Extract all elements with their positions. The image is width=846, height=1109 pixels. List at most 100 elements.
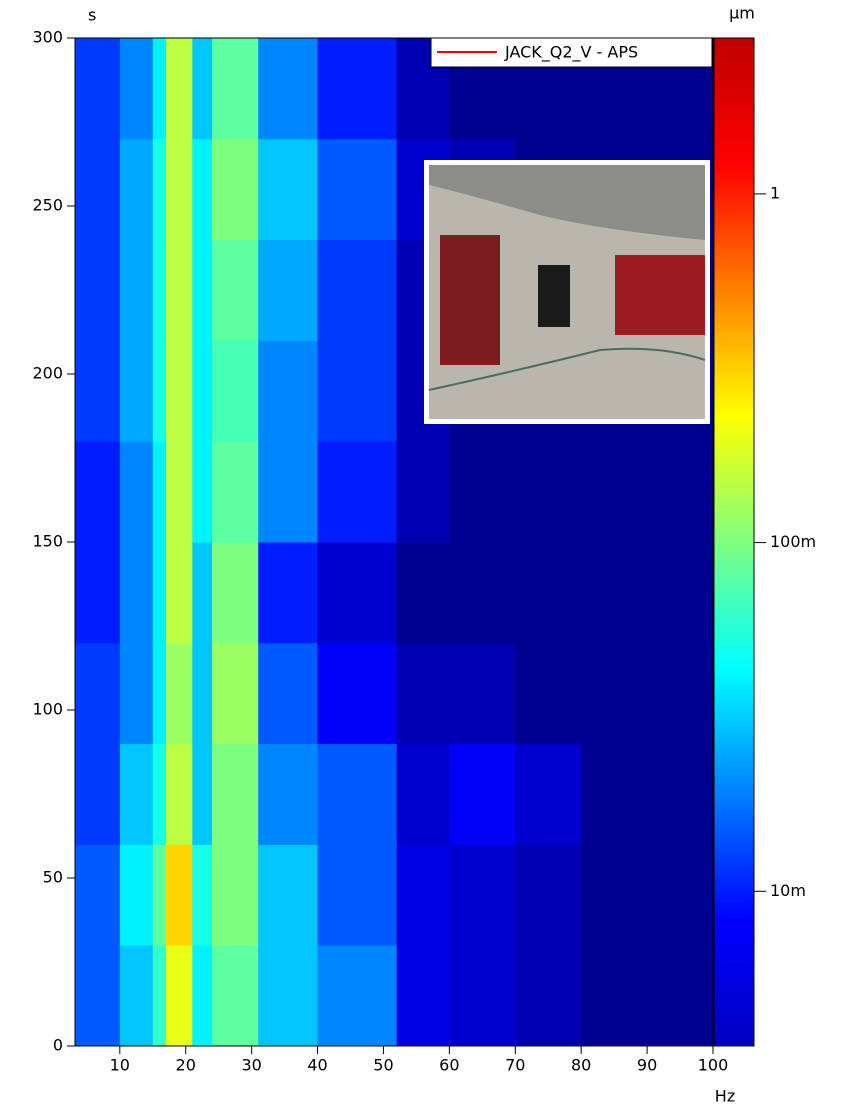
heatmap-cell	[212, 239, 259, 341]
heatmap-cell	[165, 441, 193, 543]
heatmap-cell	[258, 642, 319, 745]
heatmap-cell	[165, 239, 193, 341]
x-tick-label: 80	[571, 1056, 591, 1075]
heatmap-cell	[152, 239, 167, 341]
heatmap-cell	[192, 340, 213, 442]
y-tick-label: 300	[32, 28, 63, 47]
heatmap-cell	[515, 743, 582, 845]
heatmap-cell	[258, 138, 319, 241]
photo-pipe	[429, 165, 705, 240]
heatmap-cell	[258, 542, 319, 644]
y-tick-label: 0	[53, 1036, 63, 1055]
heatmap-cell	[152, 138, 167, 241]
heatmap-cell	[152, 743, 167, 845]
heatmap-cell	[317, 642, 398, 745]
heatmap-cell	[515, 844, 582, 946]
colorbar	[713, 37, 755, 1047]
heatmap-cell	[258, 239, 319, 341]
colorbar-tick-label: 100m	[770, 532, 816, 551]
heatmap-cell	[449, 743, 516, 845]
x-tick-label: 70	[505, 1056, 525, 1075]
photo-inset	[424, 160, 710, 424]
heatmap-cell	[581, 945, 714, 1047]
heatmap-cell	[119, 38, 154, 140]
heatmap-cell	[396, 441, 450, 543]
heatmap-cell	[212, 441, 259, 543]
heatmap-cell	[317, 239, 398, 341]
x-tick-label: 20	[176, 1056, 196, 1075]
heatmap-cell	[119, 844, 154, 946]
heatmap-cell	[192, 138, 213, 241]
heatmap-cell	[119, 642, 154, 745]
heatmap	[75, 38, 714, 1047]
heatmap-cell	[152, 542, 167, 644]
heatmap-cell	[317, 340, 398, 442]
heatmap-cell	[165, 138, 193, 241]
heatmap-cell	[212, 743, 259, 845]
heatmap-cell	[75, 844, 121, 946]
heatmap-cell	[152, 340, 167, 442]
photo-sensor	[538, 265, 570, 327]
heatmap-cell	[317, 138, 398, 241]
heatmap-cell	[119, 138, 154, 241]
heatmap-cell	[119, 441, 154, 543]
heatmap-cell	[75, 743, 121, 845]
heatmap-cell	[192, 743, 213, 845]
heatmap-cell	[119, 743, 154, 845]
heatmap-cell	[449, 945, 516, 1047]
heatmap-cell	[165, 542, 193, 644]
colorbar-tick-label: 1	[770, 183, 780, 202]
y-tick-label: 200	[32, 364, 63, 383]
heatmap-cell	[75, 340, 121, 442]
heatmap-cell	[119, 239, 154, 341]
photo-box	[440, 235, 500, 365]
heatmap-cell	[192, 642, 213, 745]
heatmap-cell	[165, 743, 193, 845]
heatmap-cell	[212, 542, 259, 644]
heatmap-cell	[317, 542, 398, 644]
y-axis-label: s	[88, 6, 96, 25]
heatmap-cell	[317, 743, 398, 845]
heatmap-cell	[212, 945, 259, 1047]
heatmap-cell	[192, 441, 213, 543]
heatmap-cell	[119, 340, 154, 442]
x-tick-label: 100	[698, 1056, 729, 1075]
heatmap-cell	[581, 743, 714, 845]
heatmap-cell	[396, 743, 450, 845]
heatmap-cell	[119, 542, 154, 644]
heatmap-cell	[515, 945, 582, 1047]
heatmap-cell	[152, 642, 167, 745]
heatmap-cell	[258, 340, 319, 442]
heatmap-cell	[165, 340, 193, 442]
heatmap-cell	[258, 945, 319, 1047]
heatmap-cell	[258, 38, 319, 140]
heatmap-cell	[317, 38, 398, 140]
colorbar-label: µm	[729, 4, 755, 23]
heatmap-cell	[165, 642, 193, 745]
heatmap-cell	[212, 340, 259, 442]
heatmap-cell	[75, 542, 121, 644]
x-tick-label: 50	[373, 1056, 393, 1075]
heatmap-cell	[192, 844, 213, 946]
heatmap-cell	[75, 945, 121, 1047]
heatmap-cell	[192, 945, 213, 1047]
heatmap-cell	[449, 542, 516, 644]
heatmap-cell	[152, 38, 167, 140]
heatmap-cell	[515, 441, 582, 543]
heatmap-cell	[212, 138, 259, 241]
heatmap-cell	[212, 844, 259, 946]
heatmap-cell	[192, 542, 213, 644]
y-tick-label: 150	[32, 532, 63, 551]
heatmap-cell	[449, 642, 516, 745]
heatmap-cell	[258, 441, 319, 543]
x-tick-label: 90	[637, 1056, 657, 1075]
heatmap-cell	[396, 945, 450, 1047]
heatmap-cell	[396, 542, 450, 644]
heatmap-cell	[515, 642, 582, 745]
heatmap-cell	[396, 844, 450, 946]
x-tick-label: 10	[110, 1056, 130, 1075]
y-tick-label: 50	[43, 868, 63, 887]
heatmap-cell	[581, 642, 714, 745]
legend-label: JACK_Q2_V - APS	[504, 43, 638, 63]
